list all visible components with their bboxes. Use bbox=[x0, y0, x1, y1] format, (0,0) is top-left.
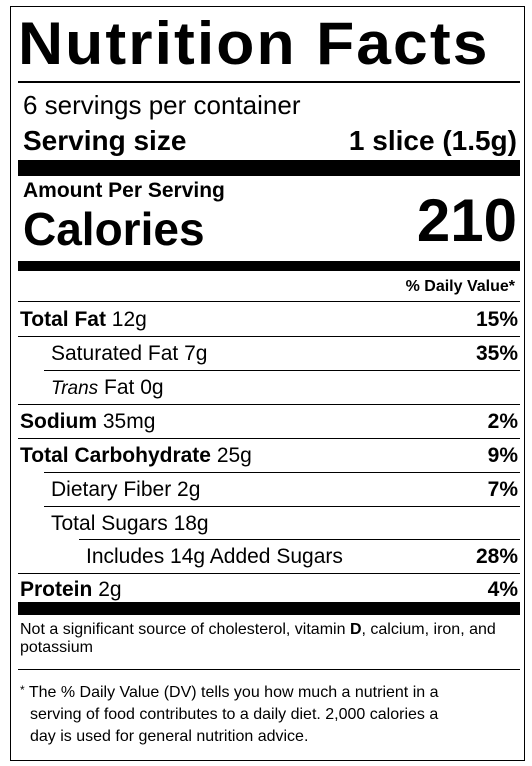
footnote-text: Not a significant source of cholesterol,… bbox=[20, 621, 350, 638]
amount-per-serving: Amount Per Serving bbox=[23, 179, 225, 202]
nutrient-row-total-fat: Total Fat 12g 15% bbox=[18, 303, 520, 336]
footnote-line: serving of food contributes to a daily d… bbox=[30, 706, 439, 723]
footnote-line: The % Daily Value (DV) tells you how muc… bbox=[28, 684, 439, 701]
calories-value: 210 bbox=[416, 187, 517, 254]
divider bbox=[18, 438, 520, 439]
nutrient-name: Fat bbox=[104, 376, 135, 399]
nutrient-name: Total Fat bbox=[20, 308, 106, 331]
nutrient-amount: 7g bbox=[184, 342, 208, 365]
daily-value-header: % Daily Value* bbox=[405, 278, 515, 295]
nutrient-row-total-sugars: Total Sugars 18g bbox=[18, 507, 520, 540]
nutrient-name: Total Carbohydrate bbox=[20, 444, 211, 467]
divider bbox=[79, 539, 520, 540]
divider bbox=[44, 506, 520, 507]
divider bbox=[18, 669, 520, 670]
divider bbox=[18, 336, 520, 337]
nutrient-row-protein: Protein 2g 4% bbox=[18, 573, 520, 606]
nutrient-amount: 25g bbox=[216, 444, 252, 467]
nutrient-amount: 18g bbox=[173, 512, 209, 535]
nutrient-dv: 2% bbox=[487, 410, 518, 433]
daily-value-footnote: * The % Daily Value (DV) tells you how m… bbox=[20, 679, 515, 748]
title-divider bbox=[18, 81, 520, 83]
nutrient-name: Saturated Fat bbox=[51, 342, 179, 365]
divider bbox=[18, 301, 520, 302]
nutrient-name: Total Sugars bbox=[51, 512, 168, 535]
nutrient-dv: 4% bbox=[487, 578, 518, 601]
servings-per-container: 6 servings per container bbox=[23, 90, 301, 120]
nutrient-row-sodium: Sodium 35mg 2% bbox=[18, 405, 520, 438]
thick-bar-bottom bbox=[18, 602, 520, 615]
nutrient-amount: 0g bbox=[140, 376, 164, 399]
nutrient-name: Protein bbox=[20, 578, 93, 601]
nutrient-amount: 12g bbox=[111, 308, 147, 331]
nutrient-dv: 35% bbox=[475, 342, 518, 365]
footnote-line: day is used for general nutrition advice… bbox=[30, 728, 309, 745]
footnote-vitamin: D bbox=[349, 621, 362, 638]
divider bbox=[18, 573, 520, 574]
nutrient-amount: 2g bbox=[177, 478, 201, 501]
nutrient-row-saturated-fat: Saturated Fat 7g 35% bbox=[18, 337, 520, 370]
thick-bar-calories bbox=[18, 261, 520, 271]
nutrient-amount: 2g bbox=[98, 578, 122, 601]
label-title: Nutrition Facts bbox=[18, 10, 490, 77]
asterisk: * bbox=[20, 683, 25, 697]
divider bbox=[44, 370, 520, 371]
nutrient-name: Sodium bbox=[20, 410, 97, 433]
nutrient-dv: 15% bbox=[475, 308, 518, 331]
serving-size-value: 1 slice (1.5g) bbox=[348, 125, 517, 156]
nutrient-row-trans-fat: Trans Fat 0g bbox=[18, 371, 520, 404]
nutrient-row-added-sugars: Includes 14g Added Sugars 28% bbox=[18, 540, 520, 573]
divider bbox=[18, 404, 520, 405]
nutrition-facts-panel: Nutrition Facts 6 servings per container… bbox=[10, 6, 525, 761]
footnote-text: , calcium, iron, and potassium bbox=[20, 621, 496, 656]
calories-label: Calories bbox=[23, 203, 205, 255]
nutrient-name: Includes 14g Added Sugars bbox=[86, 545, 343, 568]
nutrient-row-total-carbohydrate: Total Carbohydrate 25g 9% bbox=[18, 439, 520, 472]
not-significant-footnote: Not a significant source of cholesterol,… bbox=[20, 621, 515, 657]
nutrient-amount: 35mg bbox=[102, 410, 156, 433]
serving-size-label: Serving size bbox=[23, 125, 187, 156]
thick-bar-top bbox=[18, 160, 520, 176]
nutrient-dv: 7% bbox=[487, 478, 518, 501]
nutrient-name: Dietary Fiber bbox=[51, 478, 172, 501]
divider bbox=[44, 472, 520, 473]
nutrient-row-dietary-fiber: Dietary Fiber 2g 7% bbox=[18, 473, 520, 506]
nutrient-dv: 28% bbox=[475, 545, 518, 568]
nutrient-dv: 9% bbox=[487, 444, 518, 467]
nutrient-name-italic: Trans bbox=[51, 378, 99, 399]
